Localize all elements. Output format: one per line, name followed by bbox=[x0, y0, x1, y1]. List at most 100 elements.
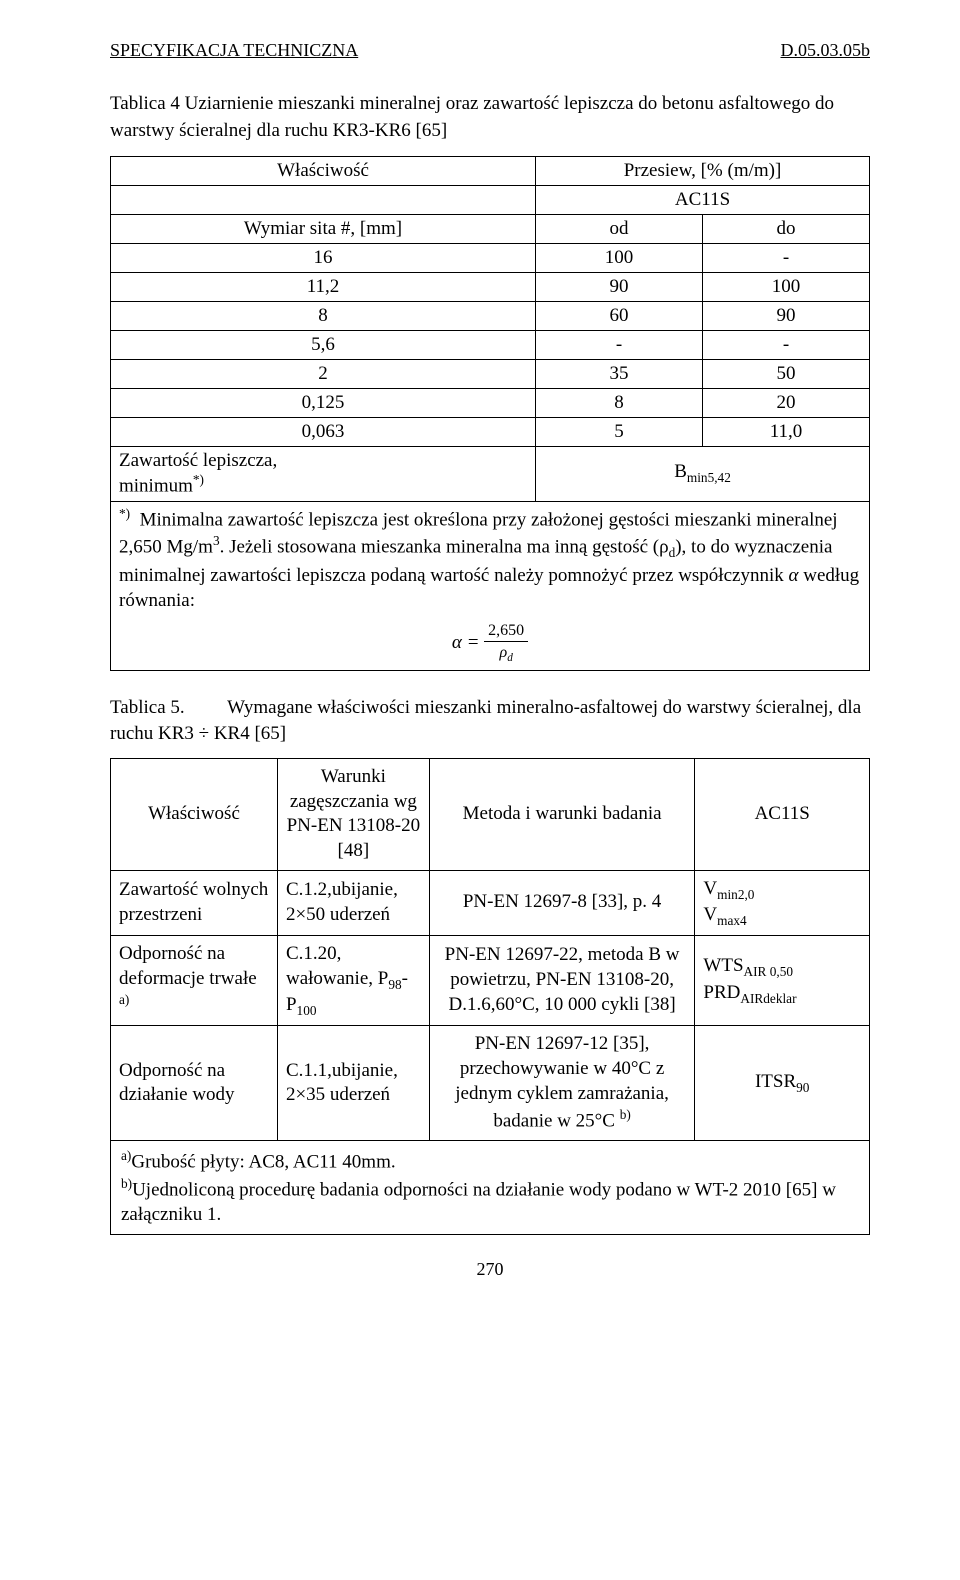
t4-cell: 0,125 bbox=[111, 389, 536, 418]
t4-foot-m3: 3 bbox=[213, 533, 220, 548]
t4-binder-sup: *) bbox=[193, 472, 204, 487]
t5-h-cond: Warunki zagęszczania wg PN-EN 13108-20 [… bbox=[277, 758, 429, 870]
t4-cell: 0,063 bbox=[111, 418, 536, 447]
t4-cell: 5,6 bbox=[111, 331, 536, 360]
t4-cell: 100 bbox=[703, 273, 870, 302]
t4-foot-b: . Jeżeli stosowana mieszanka mineralna m… bbox=[220, 537, 669, 558]
t4-head-to: do bbox=[703, 215, 870, 244]
t4-head-sieve: Przesiew, [% (m/m)] bbox=[536, 157, 870, 186]
t5-foot-a: Grubość płyty: AC8, AC11 40mm. bbox=[131, 1152, 395, 1173]
table-row: 23550 bbox=[111, 360, 870, 389]
t4-cell: 50 bbox=[703, 360, 870, 389]
t5-val-sub: 90 bbox=[796, 1080, 809, 1095]
t4-cell: - bbox=[536, 331, 703, 360]
t4-binder-label: Zawartość lepiszcza, minimum*) bbox=[111, 447, 536, 501]
table5-caption-lead: Tablica 5. bbox=[110, 697, 185, 718]
table-row: Odporność na działanie wody C.1.1,ubijan… bbox=[111, 1026, 870, 1141]
eq-alpha: α bbox=[452, 632, 462, 653]
t4-binder-sub: min5,42 bbox=[687, 470, 731, 485]
page-header: SPECYFIKACJA TECHNICZNA D.05.03.05b bbox=[110, 40, 870, 61]
header-left: SPECYFIKACJA TECHNICZNA bbox=[110, 40, 358, 61]
t4-cell: 20 bbox=[703, 389, 870, 418]
t5-r3-val: ITSR90 bbox=[695, 1026, 870, 1141]
t5-r3-method-a: PN-EN 12697-12 [35], przechowywanie w 40… bbox=[455, 1033, 669, 1131]
t5-r1-method: PN-EN 12697-8 [33], p. 4 bbox=[429, 870, 695, 935]
t4-cell: - bbox=[703, 331, 870, 360]
t5-foot-b-sup: b) bbox=[121, 1176, 132, 1191]
page: SPECYFIKACJA TECHNICZNA D.05.03.05b Tabl… bbox=[0, 0, 960, 1320]
t5-r3-prop: Odporność na działanie wody bbox=[111, 1026, 278, 1141]
table-row: 0,125820 bbox=[111, 389, 870, 418]
t5-val-sub: max4 bbox=[717, 913, 747, 928]
t4-head-dim: Wymiar sita #, [mm] bbox=[111, 215, 536, 244]
t5-val: WTS bbox=[703, 955, 743, 976]
table4-caption-lead: Tablica 4 bbox=[110, 93, 180, 114]
t5-val: ITSR bbox=[755, 1071, 796, 1092]
table-row: Odporność na deformacje trwałe a) C.1.20… bbox=[111, 935, 870, 1025]
eq-den: ρd bbox=[484, 642, 528, 666]
t4-binder-text-b: minimum bbox=[119, 476, 193, 497]
t5-r2-cond-sub1: 98 bbox=[388, 977, 401, 992]
t5-val-sub: AIRdeklar bbox=[740, 990, 796, 1005]
t4-cell: 90 bbox=[536, 273, 703, 302]
t5-r1-cond: C.1.2,ubijanie, 2×50 uderzeń bbox=[277, 870, 429, 935]
t5-r2-cond-a: C.1.20, wałowanie, P bbox=[286, 943, 388, 989]
table-row: Zawartość wolnych przestrzeni C.1.2,ubij… bbox=[111, 870, 870, 935]
t4-binder-text-a: Zawartość lepiszcza, bbox=[119, 450, 277, 471]
t5-r2-prop-text: Odporność na deformacje trwałe bbox=[119, 943, 257, 989]
t4-cell: 11,2 bbox=[111, 273, 536, 302]
t5-r3-cond: C.1.1,ubijanie, 2×35 uderzeń bbox=[277, 1026, 429, 1141]
t4-binder-row: Zawartość lepiszcza, minimum*) Bmin5,42 bbox=[111, 447, 870, 501]
t4-footnote: *) Minimalna zawartość lepiszcza jest ok… bbox=[111, 501, 870, 670]
t5-r2-method: PN-EN 12697-22, metoda B w powietrzu, PN… bbox=[429, 935, 695, 1025]
t5-val: V bbox=[703, 878, 717, 899]
t5-r3-method: PN-EN 12697-12 [35], przechowywanie w 40… bbox=[429, 1026, 695, 1141]
t5-foot-a-sup: a) bbox=[121, 1148, 131, 1163]
t4-cell: 100 bbox=[536, 244, 703, 273]
table5-caption: Tablica 5. Wymagane właściwości mieszank… bbox=[110, 695, 870, 748]
t4-cell: 8 bbox=[536, 389, 703, 418]
t4-foot-alpha: α bbox=[788, 565, 798, 586]
t5-r2-prop-sup: a) bbox=[119, 992, 129, 1007]
t4-footnote-sup: *) bbox=[119, 506, 130, 521]
t5-footnote-row: a)Grubość płyty: AC8, AC11 40mm. b)Ujedn… bbox=[111, 1141, 870, 1235]
table-row: 86090 bbox=[111, 302, 870, 331]
t4-cell: 60 bbox=[536, 302, 703, 331]
eq-fraction: 2,650ρd bbox=[484, 620, 528, 667]
t4-equation: α = 2,650ρd bbox=[119, 620, 861, 667]
t4-binder-B: B bbox=[674, 461, 687, 482]
t5-val-sub: AIR 0,50 bbox=[744, 964, 794, 979]
t4-cell: 5 bbox=[536, 418, 703, 447]
table-row: 0,063511,0 bbox=[111, 418, 870, 447]
t5-val: V bbox=[703, 904, 717, 925]
t5-h-prop: Właściwość bbox=[111, 758, 278, 870]
t4-cell: 16 bbox=[111, 244, 536, 273]
eq-den-d: d bbox=[507, 653, 513, 665]
t4-cell: - bbox=[703, 244, 870, 273]
t5-val: PRD bbox=[703, 982, 740, 1003]
t5-r1-val: Vmin2,0 Vmax4 bbox=[695, 870, 870, 935]
table-row: 11,290100 bbox=[111, 273, 870, 302]
t4-cell: 35 bbox=[536, 360, 703, 389]
table5: Właściwość Warunki zagęszczania wg PN-EN… bbox=[110, 758, 870, 1235]
t5-r3-method-sup: b) bbox=[620, 1107, 631, 1122]
t5-r2-cond: C.1.20, wałowanie, P98-P100 bbox=[277, 935, 429, 1025]
t5-h-mix: AC11S bbox=[695, 758, 870, 870]
t5-val-sub: min2,0 bbox=[717, 886, 754, 901]
page-number: 270 bbox=[110, 1259, 870, 1280]
t5-r2-val: WTSAIR 0,50 PRDAIRdeklar bbox=[695, 935, 870, 1025]
table5-caption-body: Wymagane właściwości mieszanki mineralno… bbox=[110, 697, 861, 745]
table-row: 5,6-- bbox=[111, 331, 870, 360]
t4-footnote-row: *) Minimalna zawartość lepiszcza jest ok… bbox=[111, 501, 870, 670]
t4-head-prop: Właściwość bbox=[111, 157, 536, 186]
t4-cell: 11,0 bbox=[703, 418, 870, 447]
t4-blank bbox=[111, 186, 536, 215]
t5-r2-prop: Odporność na deformacje trwałe a) bbox=[111, 935, 278, 1025]
eq-num: 2,650 bbox=[484, 620, 528, 643]
t4-head-mix: AC11S bbox=[536, 186, 870, 215]
t4-head-from: od bbox=[536, 215, 703, 244]
t5-footnotes: a)Grubość płyty: AC8, AC11 40mm. b)Ujedn… bbox=[111, 1141, 870, 1235]
t4-cell: 8 bbox=[111, 302, 536, 331]
header-right: D.05.03.05b bbox=[781, 40, 871, 61]
t5-r1-prop: Zawartość wolnych przestrzeni bbox=[111, 870, 278, 935]
